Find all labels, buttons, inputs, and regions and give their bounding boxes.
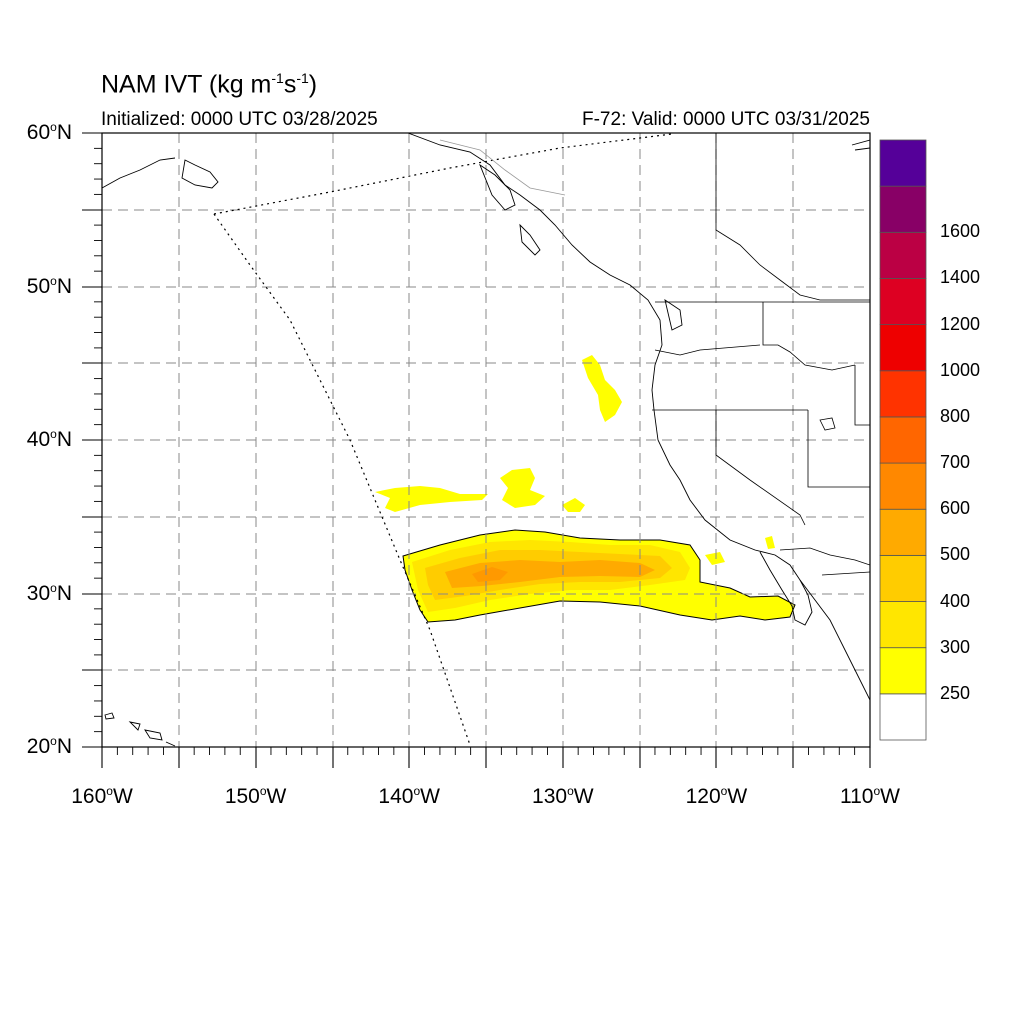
colorbar-level-label: 300 xyxy=(940,636,971,657)
colorbar-level-label: 600 xyxy=(940,498,971,519)
colorbar-swatch xyxy=(879,554,927,602)
north-america-coast xyxy=(407,133,870,701)
lat-label-40: 40oN xyxy=(26,427,72,451)
domain-boundary xyxy=(213,133,673,215)
chart-title: NAM IVT (kg m-1s-1) xyxy=(101,70,318,99)
colorbar-level-label: 1400 xyxy=(940,267,981,288)
colorbar-level-label: 800 xyxy=(940,405,971,426)
colorbar-swatch xyxy=(879,462,927,510)
colorbar-swatch xyxy=(879,324,927,372)
colorbar-swatch xyxy=(879,370,927,418)
valid-time-label: F-72: Valid: 0000 UTC 03/31/2025 xyxy=(582,109,870,130)
colorbar-swatch xyxy=(879,693,927,741)
initialized-label: Initialized: 0000 UTC 03/28/2025 xyxy=(101,109,378,130)
ivt-patch-coast2 xyxy=(765,536,775,549)
us-mexico-border xyxy=(779,547,870,566)
colorbar-swatch xyxy=(879,231,927,279)
lon-label-160: 160oW xyxy=(71,784,133,808)
colorbar-level-label: 1000 xyxy=(940,359,981,380)
lon-label-120: 120oW xyxy=(685,784,748,808)
ivt-band-500 xyxy=(445,560,655,588)
ivt-shading xyxy=(375,355,796,623)
lat-label-50: 50oN xyxy=(26,273,72,298)
ivt-patch-east xyxy=(562,498,585,512)
lat-label-20: 20oN xyxy=(26,734,72,758)
grid-lines xyxy=(102,133,870,747)
colorbar-level-label: 1600 xyxy=(940,221,981,242)
colorbar-swatch xyxy=(879,647,927,695)
colorbar-level-label: 700 xyxy=(940,452,971,473)
lon-label-140: 140oW xyxy=(378,784,440,808)
ivt-patch-north xyxy=(582,355,622,422)
canada-boundaries xyxy=(439,139,566,196)
colorbar-level-label: 1200 xyxy=(940,313,981,334)
colorbar-swatch xyxy=(879,185,927,233)
lon-label-130: 130oW xyxy=(532,784,594,808)
domain-boundary-west xyxy=(213,213,471,746)
lat-label-30: 30oN xyxy=(26,580,72,605)
hawaii xyxy=(104,712,176,747)
colorbar-level-label: 500 xyxy=(940,544,971,565)
baja-coast xyxy=(759,551,813,626)
political-borders xyxy=(652,133,870,576)
colorbar-swatch xyxy=(879,416,927,464)
coastlines xyxy=(102,133,870,747)
colorbar-level-label: 250 xyxy=(940,682,971,703)
lon-label-110: 110oW xyxy=(840,784,900,808)
ivt-patch-coast1 xyxy=(705,552,725,565)
colorbar-swatch xyxy=(879,139,927,187)
ivt-band-600 xyxy=(472,567,508,582)
ivt-patch-west xyxy=(375,486,488,512)
alaska-coast xyxy=(102,157,176,189)
colorbar-swatch xyxy=(879,278,927,326)
lon-label-150: 150oW xyxy=(224,784,287,808)
colorbar-swatch xyxy=(879,601,927,649)
colorbar-level-label: 400 xyxy=(940,590,971,611)
colorbar xyxy=(879,139,927,741)
colorbar-swatch xyxy=(879,508,927,556)
axis-ticks xyxy=(82,132,871,768)
ivt-patch-mid xyxy=(500,468,545,508)
axis-minor-ticks xyxy=(94,147,856,755)
lat-label-60: 60oN xyxy=(26,120,72,144)
